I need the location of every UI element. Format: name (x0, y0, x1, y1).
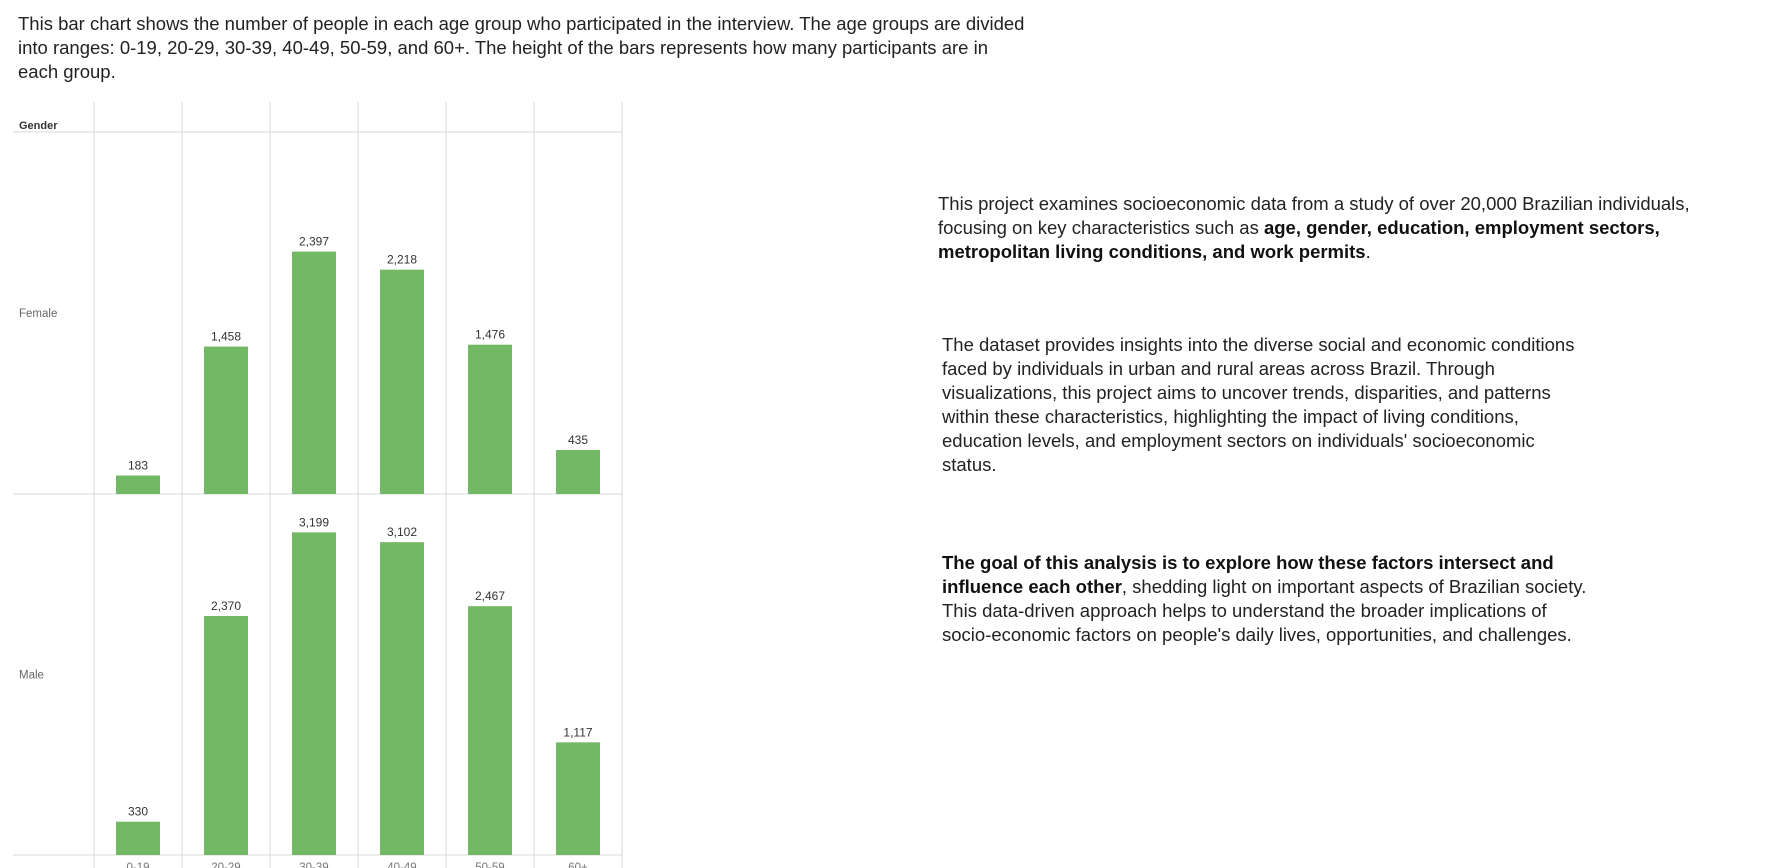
data-label: 2,397 (299, 235, 329, 249)
bar-male-20-29 (204, 615, 248, 855)
analysis-goal-text: , shedding light on important aspects of… (942, 576, 1587, 645)
data-label: 330 (128, 805, 148, 819)
overview-text-end: . (1365, 241, 1371, 262)
data-label: 183 (128, 458, 148, 472)
overview-key-characteristics: age, gender, education, employment secto… (938, 217, 1660, 262)
data-label: 3,102 (387, 525, 417, 539)
bar-female-20-29 (204, 346, 248, 494)
data-label: 435 (568, 433, 588, 447)
bar-male-50-59 (468, 606, 512, 855)
data-label: 2,370 (211, 599, 241, 613)
analysis-goal-paragraph: The goal of this analysis is to explore … (942, 551, 1592, 647)
x-tick-label: 30-39 (299, 862, 328, 868)
x-tick-label: 20-29 (211, 862, 240, 868)
chart-description: This bar chart shows the number of peopl… (18, 13, 1025, 82)
bar-female-50-59 (468, 344, 512, 494)
bar-male-40-49 (380, 542, 424, 855)
gender-label-female: Female (19, 308, 57, 320)
row-header-label: Gender (19, 120, 58, 132)
bar-female-60+ (556, 450, 600, 494)
x-tick-label: 60+ (568, 862, 588, 868)
data-label: 1,117 (563, 725, 592, 739)
x-tick-label: 40-49 (387, 862, 416, 868)
bar-male-0-19 (116, 821, 160, 855)
bar-female-0-19 (116, 475, 160, 494)
dataset-description-paragraph: The dataset provides insights into the d… (942, 334, 1575, 475)
project-overview-paragraph: This project examines socioeconomic data… (938, 192, 1738, 264)
x-tick-label: 0-19 (126, 862, 149, 868)
age-gender-bar-chart: Gender Female 183 1,458 2,397 2,218 1,476 435 Ma… (13, 102, 623, 868)
data-label: 2,467 (475, 589, 505, 603)
bar-female-40-49 (380, 269, 424, 494)
x-tick-label: 50-59 (475, 862, 504, 868)
bar-female-30-39 (292, 251, 336, 494)
bar-male-60+ (556, 742, 600, 855)
data-label: 3,199 (299, 515, 329, 529)
bar-male-30-39 (292, 532, 336, 855)
analysis-goal-statement: The goal of this analysis is to explore … (942, 552, 1554, 597)
data-label: 1,476 (475, 328, 505, 342)
data-label: 1,458 (211, 330, 241, 344)
overview-text: This project examines socioeconomic data… (938, 193, 1690, 238)
data-label: 2,218 (387, 253, 417, 267)
gender-label-male: Male (19, 670, 44, 682)
